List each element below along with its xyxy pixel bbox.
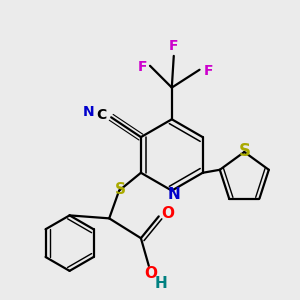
Text: H: H [154, 276, 167, 291]
Text: N: N [82, 105, 94, 119]
Text: F: F [204, 64, 213, 78]
Text: S: S [238, 142, 250, 160]
Text: O: O [144, 266, 157, 281]
Text: C: C [96, 108, 106, 122]
Text: F: F [169, 39, 178, 53]
Text: N: N [167, 187, 180, 202]
Text: O: O [161, 206, 174, 221]
Text: S: S [115, 182, 126, 197]
Text: F: F [137, 60, 147, 74]
